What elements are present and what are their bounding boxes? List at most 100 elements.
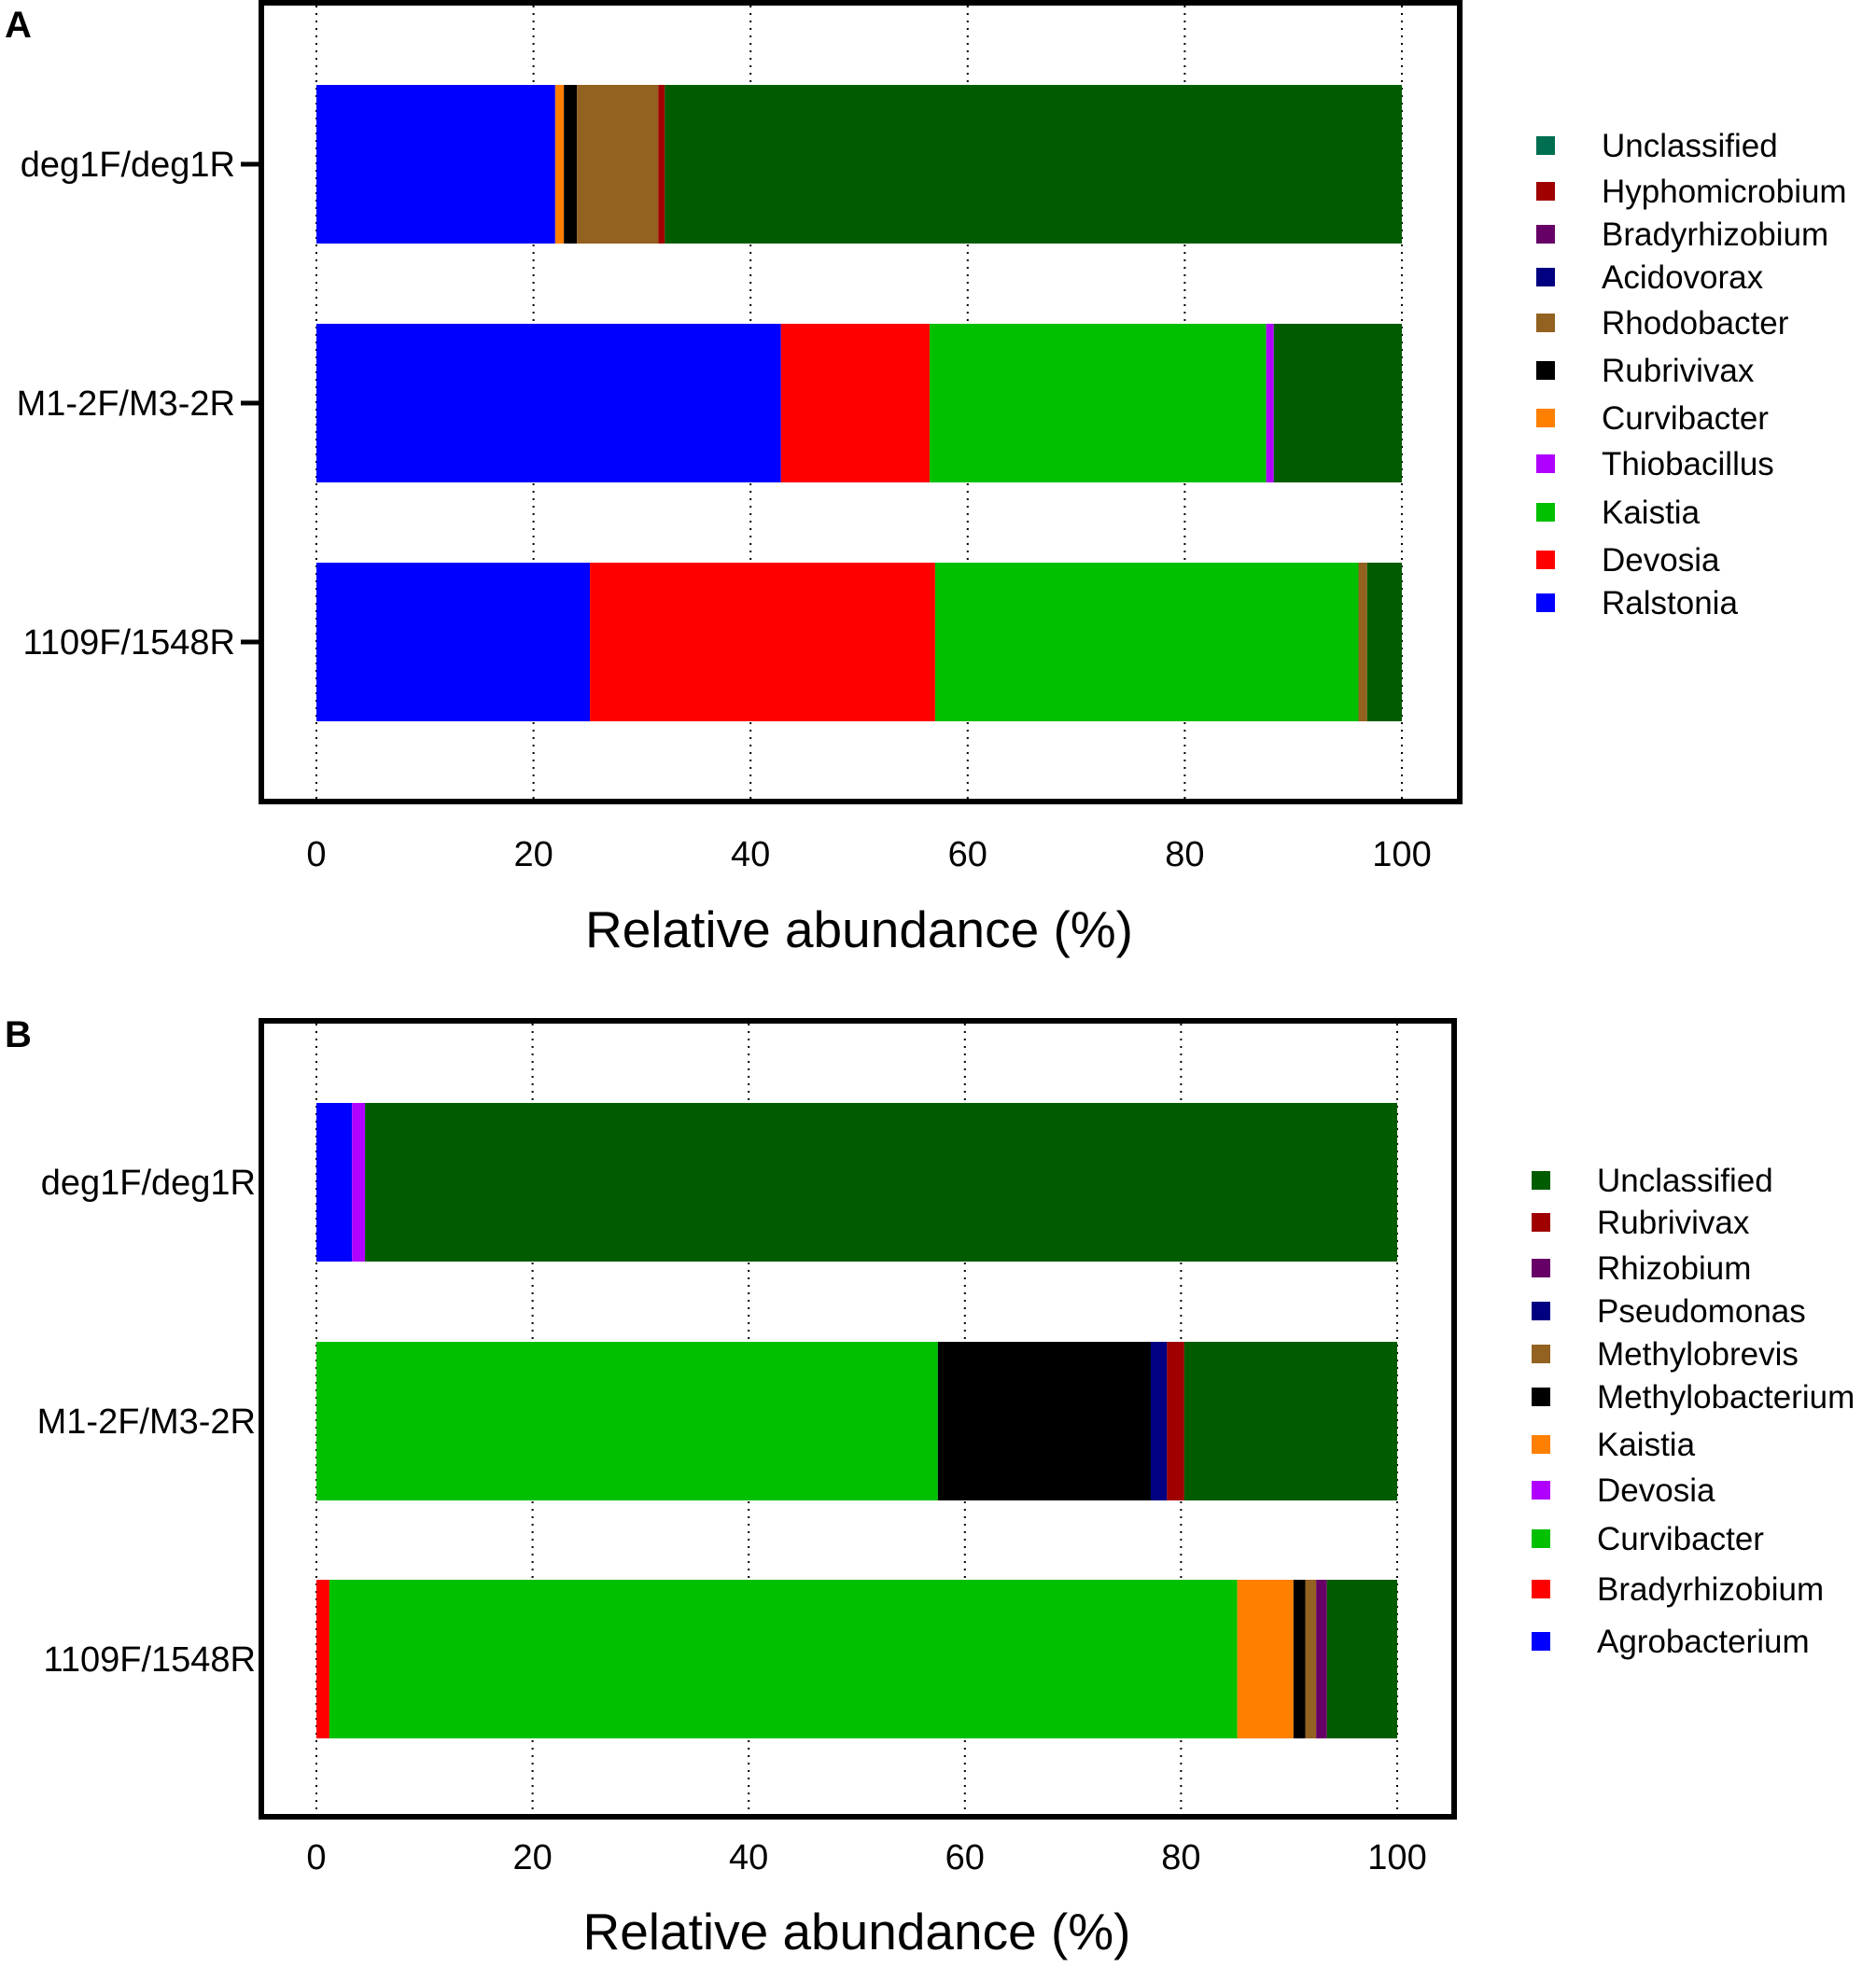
legend-label-acidovorax: Acidovorax [1602, 259, 1764, 296]
legend-swatch-unclassified [1536, 136, 1555, 155]
legend-swatch-rhizobium [1532, 1259, 1550, 1277]
bar-1109f-1548r-rhizobium [1316, 1580, 1327, 1738]
x-tick-label: 0 [306, 1838, 326, 1877]
category-label: 1109F/1548R [23, 623, 235, 663]
category-label: M1-2F/M3-2R [17, 384, 235, 424]
legend-label-kaistia: Kaistia [1602, 495, 1701, 531]
x-axis-title: Relative abundance (%) [582, 1903, 1130, 1960]
bar-deg1f-deg1r-agrobacterium [316, 1103, 353, 1262]
bar-deg1f-deg1r-curvibacter [554, 85, 565, 244]
bar-deg1f-deg1r-hyphomicrobium [658, 85, 665, 244]
legend-label-unclassified: Unclassified [1597, 1163, 1773, 1199]
bar-1109f-1548r-unclassified [1326, 1580, 1397, 1738]
legend-label-pseudomonas: Pseudomonas [1597, 1293, 1806, 1330]
bar-m1-2f-m3-2r-kaistia [930, 324, 1267, 482]
bar-1109f-1548r-kaistia [1237, 1580, 1294, 1738]
x-tick-label: 20 [512, 1838, 552, 1877]
legend-swatch-rhodobacter [1536, 314, 1555, 332]
panel-letter: A [5, 5, 32, 46]
bar-deg1f-deg1r-rhodobacter [577, 85, 659, 244]
legend: Unclassified Rubrivivax Rhizobium Pseudomon… [1532, 1163, 1855, 1660]
x-tick-label: 100 [1372, 835, 1431, 874]
x-tick-label: 80 [1161, 1838, 1200, 1877]
legend-swatch-devosia [1536, 551, 1555, 569]
legend-swatch-acidovorax [1536, 268, 1555, 286]
legend-label-kaistia: Kaistia [1597, 1427, 1696, 1463]
legend-label-ralstonia: Ralstonia [1602, 585, 1738, 621]
category-label: M1-2F/M3-2R [37, 1402, 256, 1442]
legend-swatch-kaistia [1536, 503, 1555, 522]
bar-1109f-1548r-devosia [590, 563, 935, 721]
bar-m1-2f-m3-2r-unclassified [1183, 1342, 1397, 1500]
legend-swatch-unclassified [1532, 1171, 1550, 1190]
legend-swatch-bradyrhizobium [1536, 225, 1555, 244]
x-tick-label: 100 [1367, 1838, 1426, 1877]
bar-m1-2f-m3-2r-curvibacter [316, 1342, 938, 1500]
bar-1109f-1548r-bradyrhizobium [316, 1580, 329, 1738]
x-tick-label: 80 [1165, 835, 1204, 874]
bar-1109f-1548r-methylobrevis [1305, 1580, 1317, 1738]
legend-swatch-devosia [1532, 1481, 1550, 1500]
legend-label-devosia: Devosia [1602, 542, 1720, 579]
legend-swatch-curvibacter [1536, 409, 1555, 427]
x-tick-label: 60 [948, 835, 987, 874]
bar-m1-2f-m3-2r-ralstonia [316, 324, 781, 482]
panel-letter: B [5, 1014, 32, 1055]
legend-swatch-methylobrevis [1532, 1345, 1550, 1363]
legend-swatch-kaistia [1532, 1435, 1550, 1454]
bar-m1-2f-m3-2r-pseudomonas [1150, 1342, 1168, 1500]
legend-label-agrobacterium: Agrobacterium [1597, 1624, 1810, 1660]
bar-deg1f-deg1r-unclassified [665, 85, 1402, 244]
legend-swatch-thiobacillus [1536, 454, 1555, 473]
legend-label-rhizobium: Rhizobium [1597, 1250, 1751, 1287]
legend-swatch-methylobacterium [1532, 1388, 1550, 1406]
x-tick-label: 40 [729, 1838, 768, 1877]
x-tick-label: 0 [306, 835, 326, 874]
x-tick-label: 60 [945, 1838, 985, 1877]
x-tick-label: 40 [731, 835, 770, 874]
bar-m1-2f-m3-2r-rubrivivax [1167, 1342, 1184, 1500]
bar-m1-2f-m3-2r-unclassified [1273, 324, 1402, 482]
plot-frame [259, 0, 1463, 804]
bar-1109f-1548r-kaistia [934, 563, 1359, 721]
legend-swatch-pseudomonas [1532, 1302, 1550, 1320]
legend-label-curvibacter: Curvibacter [1597, 1521, 1764, 1557]
bar-1109f-1548r-curvibacter [329, 1580, 1238, 1738]
legend-label-methylobrevis: Methylobrevis [1597, 1336, 1799, 1373]
category-label: deg1F/deg1R [21, 146, 235, 185]
category-label: deg1F/deg1R [41, 1164, 256, 1203]
plot-frame [259, 1018, 1457, 1820]
legend-label-thiobacillus: Thiobacillus [1602, 446, 1774, 482]
legend-label-hyphomicrobium: Hyphomicrobium [1602, 174, 1847, 210]
legend-label-rubrivivax: Rubrivivax [1597, 1205, 1750, 1241]
legend-label-bradyrhizobium: Bradyrhizobium [1602, 216, 1828, 253]
legend-label-methylobacterium: Methylobacterium [1597, 1379, 1855, 1416]
bar-1109f-1548r-methylobacterium [1293, 1580, 1306, 1738]
legend-swatch-hyphomicrobium [1536, 182, 1555, 201]
bar-m1-2f-m3-2r-devosia [780, 324, 931, 482]
bar-m1-2f-m3-2r-thiobacillus [1266, 324, 1274, 482]
legend-label-unclassified: Unclassified [1602, 128, 1778, 164]
bar-1109f-1548r-unclassified [1366, 563, 1402, 721]
legend-label-rhodobacter: Rhodobacter [1602, 305, 1789, 342]
legend-swatch-bradyrhizobium [1532, 1580, 1550, 1598]
legend-swatch-rubrivivax [1532, 1213, 1550, 1232]
bar-deg1f-deg1r-ralstonia [316, 85, 555, 244]
bar-1109f-1548r-rhodobacter [1358, 563, 1367, 721]
bar-deg1f-deg1r-devosia [352, 1103, 366, 1262]
legend-swatch-rubrivivax [1536, 361, 1555, 380]
legend-swatch-ralstonia [1536, 593, 1555, 612]
legend-label-rubrivivax: Rubrivivax [1602, 353, 1755, 389]
x-tick-label: 20 [513, 835, 553, 874]
bar-m1-2f-m3-2r-methylobacterium [937, 1342, 1151, 1500]
bar-deg1f-deg1r-rubrivivax [564, 85, 578, 244]
x-axis-title: Relative abundance (%) [585, 900, 1133, 958]
legend-swatch-agrobacterium [1532, 1632, 1550, 1651]
bar-deg1f-deg1r-unclassified [365, 1103, 1397, 1262]
legend-label-curvibacter: Curvibacter [1602, 400, 1769, 437]
legend-label-bradyrhizobium: Bradyrhizobium [1597, 1571, 1824, 1608]
bar-1109f-1548r-ralstonia [316, 563, 591, 721]
